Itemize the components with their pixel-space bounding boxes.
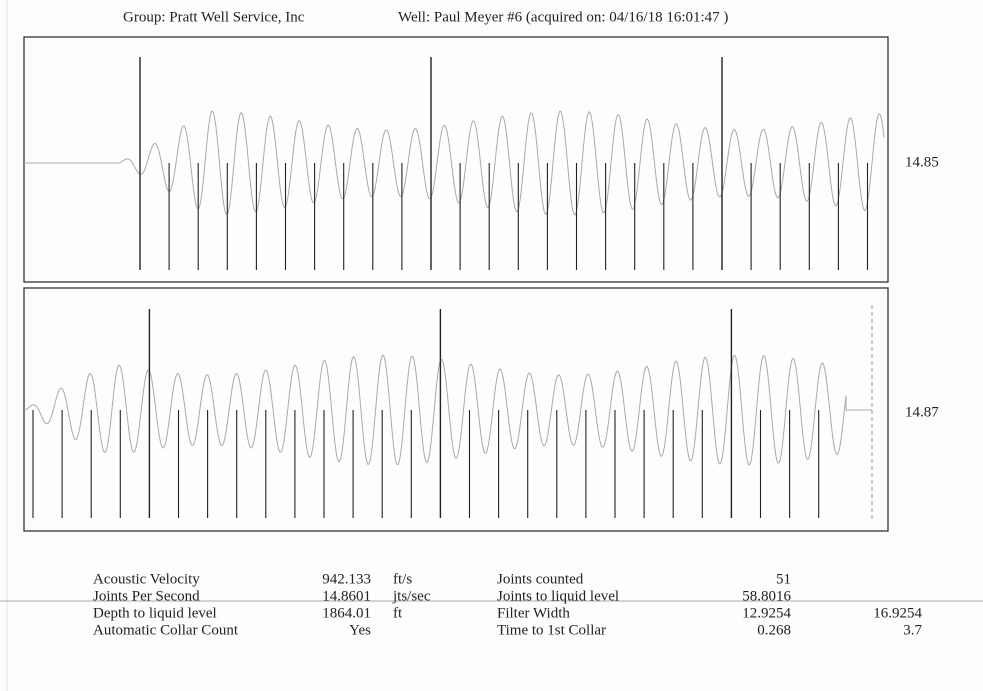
row-value: 0.268 [757,622,791,638]
row-unit: ft/s [393,571,412,587]
row-value: 58.8016 [742,588,791,604]
row-value: Yes [349,622,371,638]
row-label: Time to 1st Collar [497,622,606,638]
row-value: 14.8601 [322,588,371,604]
panel-label: 14.87 [905,404,939,420]
row-unit: jts/sec [392,588,431,604]
waveform [23,354,872,466]
row-label: Acoustic Velocity [93,571,200,587]
row-label: Depth to liquid level [93,605,217,621]
group-text: Group: Pratt Well Service, Inc [123,9,305,25]
panel-frame [23,36,889,283]
row-unit: ft [393,605,403,621]
waveform [24,110,885,216]
row-value: 51 [776,571,791,587]
row-value: 1864.01 [322,605,371,621]
row-extra: 3.7 [903,622,922,638]
row-label: Joints counted [497,571,584,587]
row-label: Filter Width [497,605,570,621]
row-label: Joints Per Second [93,588,200,604]
row-label: Automatic Collar Count [93,622,239,638]
row-label: Joints to liquid level [497,588,619,604]
row-value: 12.9254 [742,605,791,621]
panel-label: 14.85 [905,154,939,170]
results-table: Acoustic Velocity 942.133 ft/s Joints Per S… [93,571,923,638]
row-value: 942.133 [322,571,371,587]
waveforms [23,57,885,518]
well-text: Well: Paul Meyer #6 (acquired on: 04/16/… [398,9,728,25]
row-extra: 16.9254 [873,605,922,621]
